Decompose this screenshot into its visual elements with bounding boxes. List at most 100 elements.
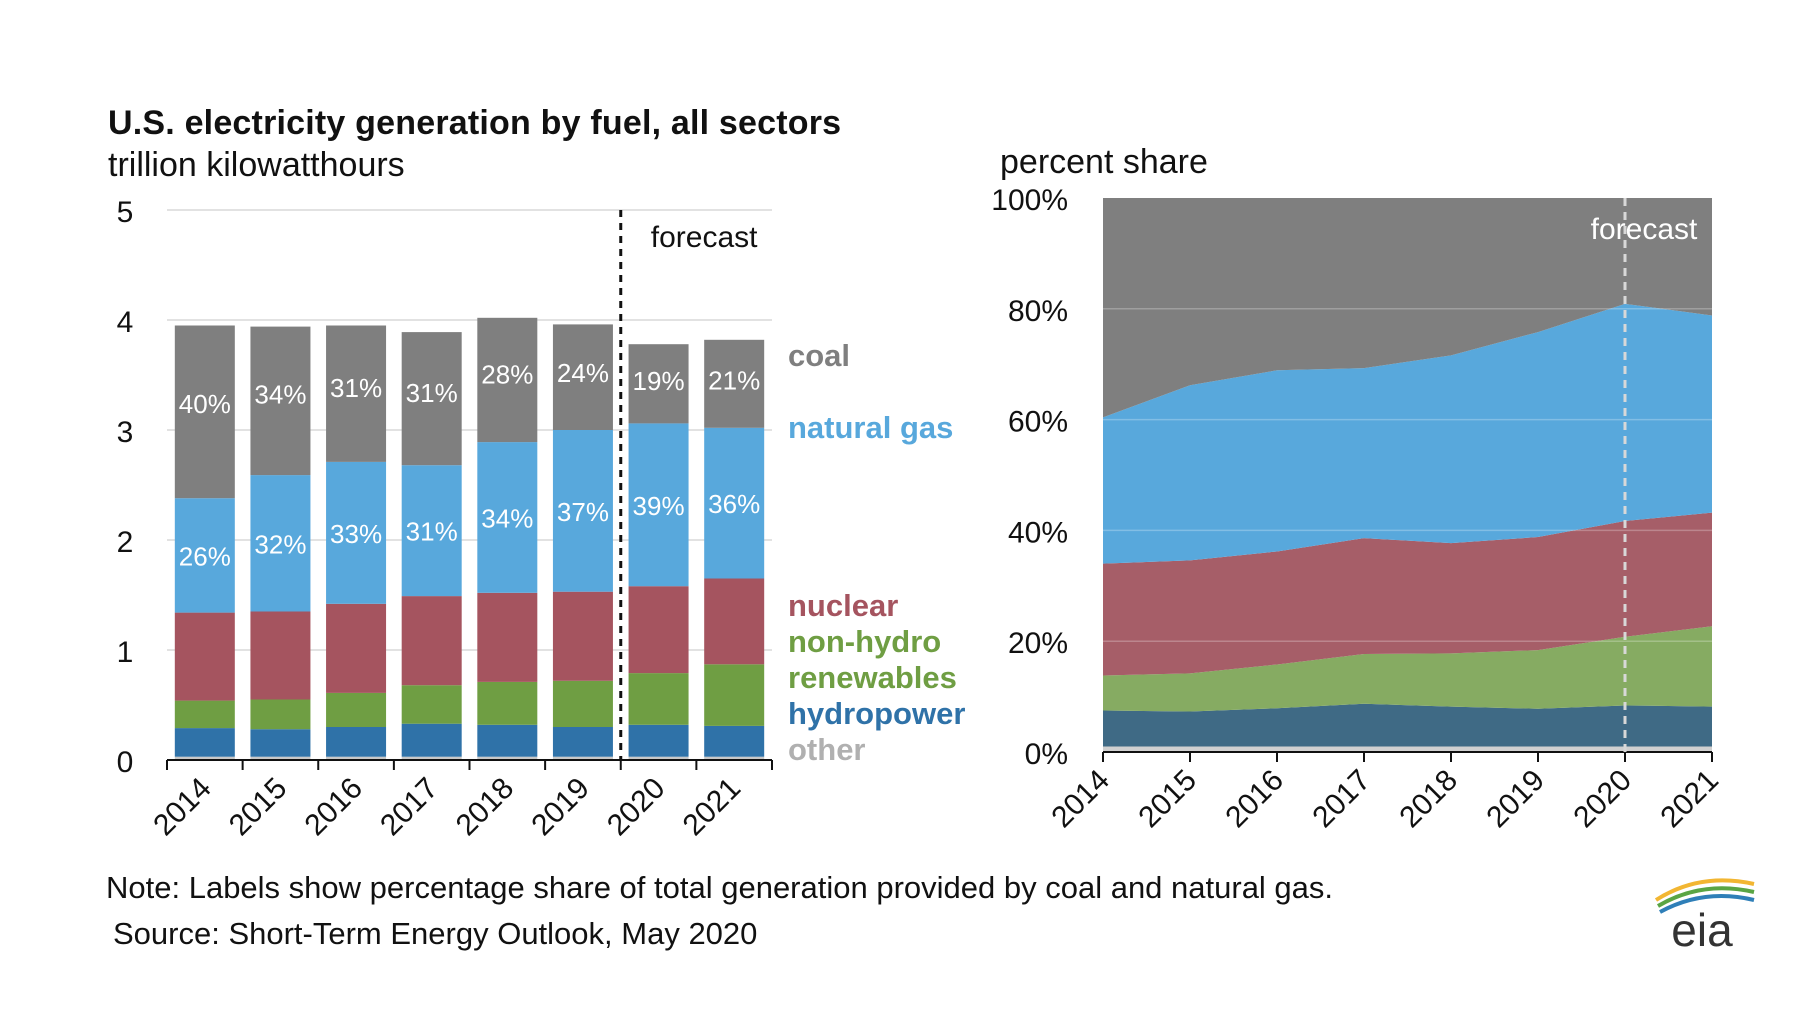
y-tick-label: 1	[117, 636, 134, 669]
bar-nuclear	[704, 578, 765, 665]
chart-source: Source: Short-Term Energy Outlook, May 2…	[113, 916, 758, 951]
data-label-natural-gas: 26%	[179, 541, 231, 571]
bar-hydropower	[477, 724, 538, 757]
data-label-natural-gas: 33%	[330, 519, 382, 549]
right-axis-unit: percent share	[1000, 143, 1208, 181]
data-label-natural-gas: 37%	[557, 497, 609, 527]
bar-nuclear	[628, 586, 689, 674]
area-area-nuclear	[1103, 512, 1712, 676]
bar-natural-gas	[250, 475, 311, 612]
data-label-coal: 31%	[330, 373, 382, 403]
bar-other	[477, 756, 538, 760]
bar-hydropower	[401, 723, 462, 757]
data-label-coal: 19%	[633, 366, 685, 396]
y-tick-label: 2	[117, 526, 134, 559]
bar-non-hydro-renewables	[250, 699, 311, 730]
bar-other	[250, 756, 311, 760]
data-label-coal: 24%	[557, 358, 609, 388]
data-label-natural-gas: 39%	[633, 491, 685, 521]
y-tick-label: 20%	[1008, 627, 1068, 660]
x-tick-label: 2016	[298, 772, 369, 843]
legend-label: nuclear	[788, 588, 898, 623]
y-tick-label: 3	[117, 416, 134, 449]
data-label-coal: 28%	[481, 360, 533, 390]
legend-label: non-hydro	[788, 624, 941, 659]
x-tick-label: 2014	[1045, 764, 1116, 835]
legend-label: other	[788, 732, 866, 767]
data-label-natural-gas: 36%	[708, 489, 760, 519]
bar-non-hydro-renewables	[628, 673, 689, 725]
left-axis-unit: trillion kilowatthours	[108, 146, 405, 184]
bar-non-hydro-renewables	[174, 700, 235, 729]
bar-natural-gas	[401, 465, 462, 597]
y-tick-label: 40%	[1008, 516, 1068, 549]
bar-non-hydro-renewables	[401, 685, 462, 724]
bar-nuclear	[250, 611, 311, 700]
x-tick-label: 2021	[677, 772, 748, 843]
bar-natural-gas	[174, 498, 235, 613]
x-tick-label: 2020	[1567, 764, 1638, 835]
eia-logo-text: eia	[1671, 904, 1733, 950]
bar-natural-gas	[477, 442, 538, 593]
bar-nuclear	[552, 591, 613, 681]
bar-nuclear	[477, 592, 538, 682]
bar-coal	[401, 332, 462, 466]
area-area-coal	[1103, 198, 1712, 418]
bar-coal	[704, 339, 765, 428]
legend-label: natural gas	[788, 410, 953, 445]
bar-coal	[552, 324, 613, 430]
area-area-natural-gas	[1103, 303, 1712, 564]
x-tick-label: 2015	[223, 772, 294, 843]
bar-non-hydro-renewables	[326, 692, 387, 727]
x-tick-label: 2019	[1480, 764, 1551, 835]
x-tick-label: 2015	[1132, 764, 1203, 835]
bar-hydropower	[704, 725, 765, 757]
chart-note: Note: Labels show percentage share of to…	[106, 870, 1334, 905]
bar-coal	[326, 325, 387, 462]
y-tick-label: 80%	[1008, 295, 1068, 328]
data-label-natural-gas: 31%	[406, 517, 458, 547]
bar-natural-gas	[326, 461, 387, 604]
legend-label: renewables	[788, 660, 957, 695]
legend-label: hydropower	[788, 696, 965, 731]
bar-natural-gas	[628, 423, 689, 587]
bar-coal	[250, 326, 311, 476]
x-tick-label: 2018	[450, 772, 521, 843]
bar-coal	[477, 317, 538, 443]
bar-non-hydro-renewables	[477, 681, 538, 725]
x-tick-label: 2020	[601, 772, 672, 843]
bar-hydropower	[552, 727, 613, 757]
bar-nuclear	[401, 596, 462, 686]
area-area-hydropower	[1103, 703, 1712, 747]
bar-other	[704, 756, 765, 760]
bar-other	[326, 756, 387, 760]
area-area-renewables	[1103, 626, 1712, 712]
bar-other	[174, 756, 235, 760]
bar-natural-gas	[552, 430, 613, 592]
bar-hydropower	[628, 724, 689, 757]
x-tick-label: 2017	[1306, 764, 1377, 835]
data-label-natural-gas: 32%	[254, 529, 306, 559]
bar-hydropower	[174, 728, 235, 757]
forecast-label: forecast	[1591, 213, 1698, 246]
area-area-other	[1103, 746, 1712, 752]
x-tick-label: 2019	[525, 772, 596, 843]
bar-other	[628, 756, 689, 760]
data-label-natural-gas: 34%	[481, 503, 533, 533]
x-tick-label: 2014	[147, 772, 218, 843]
data-label-coal: 40%	[179, 389, 231, 419]
x-tick-label: 2018	[1393, 764, 1464, 835]
y-tick-label: 60%	[1008, 406, 1068, 439]
data-label-coal: 34%	[254, 379, 306, 409]
chart-title: U.S. electricity generation by fuel, all…	[108, 104, 842, 142]
bar-non-hydro-renewables	[552, 680, 613, 727]
bar-other	[401, 756, 462, 760]
x-tick-label: 2017	[374, 772, 445, 843]
bar-coal	[174, 325, 235, 499]
data-label-coal: 31%	[406, 378, 458, 408]
x-tick-label: 2021	[1654, 764, 1725, 835]
y-tick-label: 4	[117, 306, 134, 339]
y-tick-label: 100%	[991, 184, 1068, 217]
